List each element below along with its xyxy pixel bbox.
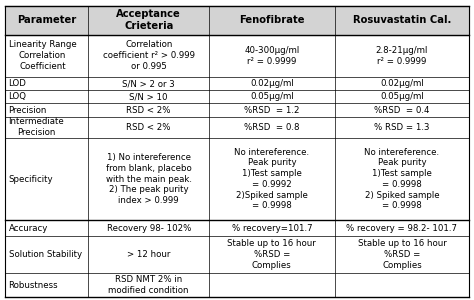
Text: %RSD  = 0.4: %RSD = 0.4: [374, 106, 429, 115]
Text: Stable up to 16 hour
%RSD =
Complies: Stable up to 16 hour %RSD = Complies: [228, 239, 316, 270]
Text: 0.02μg/ml: 0.02μg/ml: [380, 79, 424, 88]
Text: % recovery=101.7: % recovery=101.7: [231, 224, 312, 232]
Text: 1) No intereference
from blank, placebo
with the main peak.
2) The peak purity
i: 1) No intereference from blank, placebo …: [106, 153, 192, 205]
Text: Linearity Range
Correlation
Coefficient: Linearity Range Correlation Coefficient: [9, 40, 76, 71]
Text: > 12 hour: > 12 hour: [127, 250, 171, 259]
Text: Fenofibrate: Fenofibrate: [239, 15, 305, 25]
Text: 0.02μg/ml: 0.02μg/ml: [250, 79, 294, 88]
Text: S/N > 10: S/N > 10: [129, 92, 168, 101]
Text: 0.05μg/ml: 0.05μg/ml: [250, 92, 294, 101]
Text: RSD NMT 2% in
modified condition: RSD NMT 2% in modified condition: [109, 275, 189, 295]
Text: Rosuvastatin Cal.: Rosuvastatin Cal.: [353, 15, 451, 25]
Text: 2.8-21μg/ml
r² = 0.9999: 2.8-21μg/ml r² = 0.9999: [376, 46, 428, 66]
Text: Specificity: Specificity: [9, 175, 53, 184]
Text: Robustness: Robustness: [9, 280, 58, 290]
Text: Accuracy: Accuracy: [9, 224, 48, 232]
Text: RSD < 2%: RSD < 2%: [127, 106, 171, 115]
Text: % recovery = 98.2- 101.7: % recovery = 98.2- 101.7: [346, 224, 457, 232]
Text: Recovery 98- 102%: Recovery 98- 102%: [107, 224, 191, 232]
Text: Stable up to 16 hour
%RSD =
Complies: Stable up to 16 hour %RSD = Complies: [357, 239, 447, 270]
Text: S/N > 2 or 3: S/N > 2 or 3: [122, 79, 175, 88]
Text: 0.05μg/ml: 0.05μg/ml: [380, 92, 424, 101]
Text: Intermediate
Precision: Intermediate Precision: [9, 117, 64, 137]
Bar: [5, 6, 469, 34]
Text: Parameter: Parameter: [17, 15, 76, 25]
Text: % RSD = 1.3: % RSD = 1.3: [374, 123, 429, 132]
Text: 40-300μg/ml
r² = 0.9999: 40-300μg/ml r² = 0.9999: [244, 46, 300, 66]
Text: Solution Stability: Solution Stability: [9, 250, 82, 259]
Text: %RSD  = 0.8: %RSD = 0.8: [244, 123, 300, 132]
Text: LOD: LOD: [9, 79, 27, 88]
Text: Acceptance
Crieteria: Acceptance Crieteria: [116, 9, 181, 32]
Text: LOQ: LOQ: [9, 92, 27, 101]
Text: %RSD  = 1.2: %RSD = 1.2: [244, 106, 300, 115]
Text: RSD < 2%: RSD < 2%: [127, 123, 171, 132]
Text: Correlation
coefficient r² > 0.999
or 0.995: Correlation coefficient r² > 0.999 or 0.…: [103, 40, 195, 71]
Text: Precision: Precision: [9, 106, 47, 115]
Text: No intereference.
Peak purity
1)Test sample
= 0.9992
2)Spiked sample
= 0.9998: No intereference. Peak purity 1)Test sam…: [234, 148, 310, 210]
Text: No intereference.
Peak purity
1)Test sample
= 0.9998
2) Spiked sample
= 0.9998: No intereference. Peak purity 1)Test sam…: [365, 148, 439, 210]
